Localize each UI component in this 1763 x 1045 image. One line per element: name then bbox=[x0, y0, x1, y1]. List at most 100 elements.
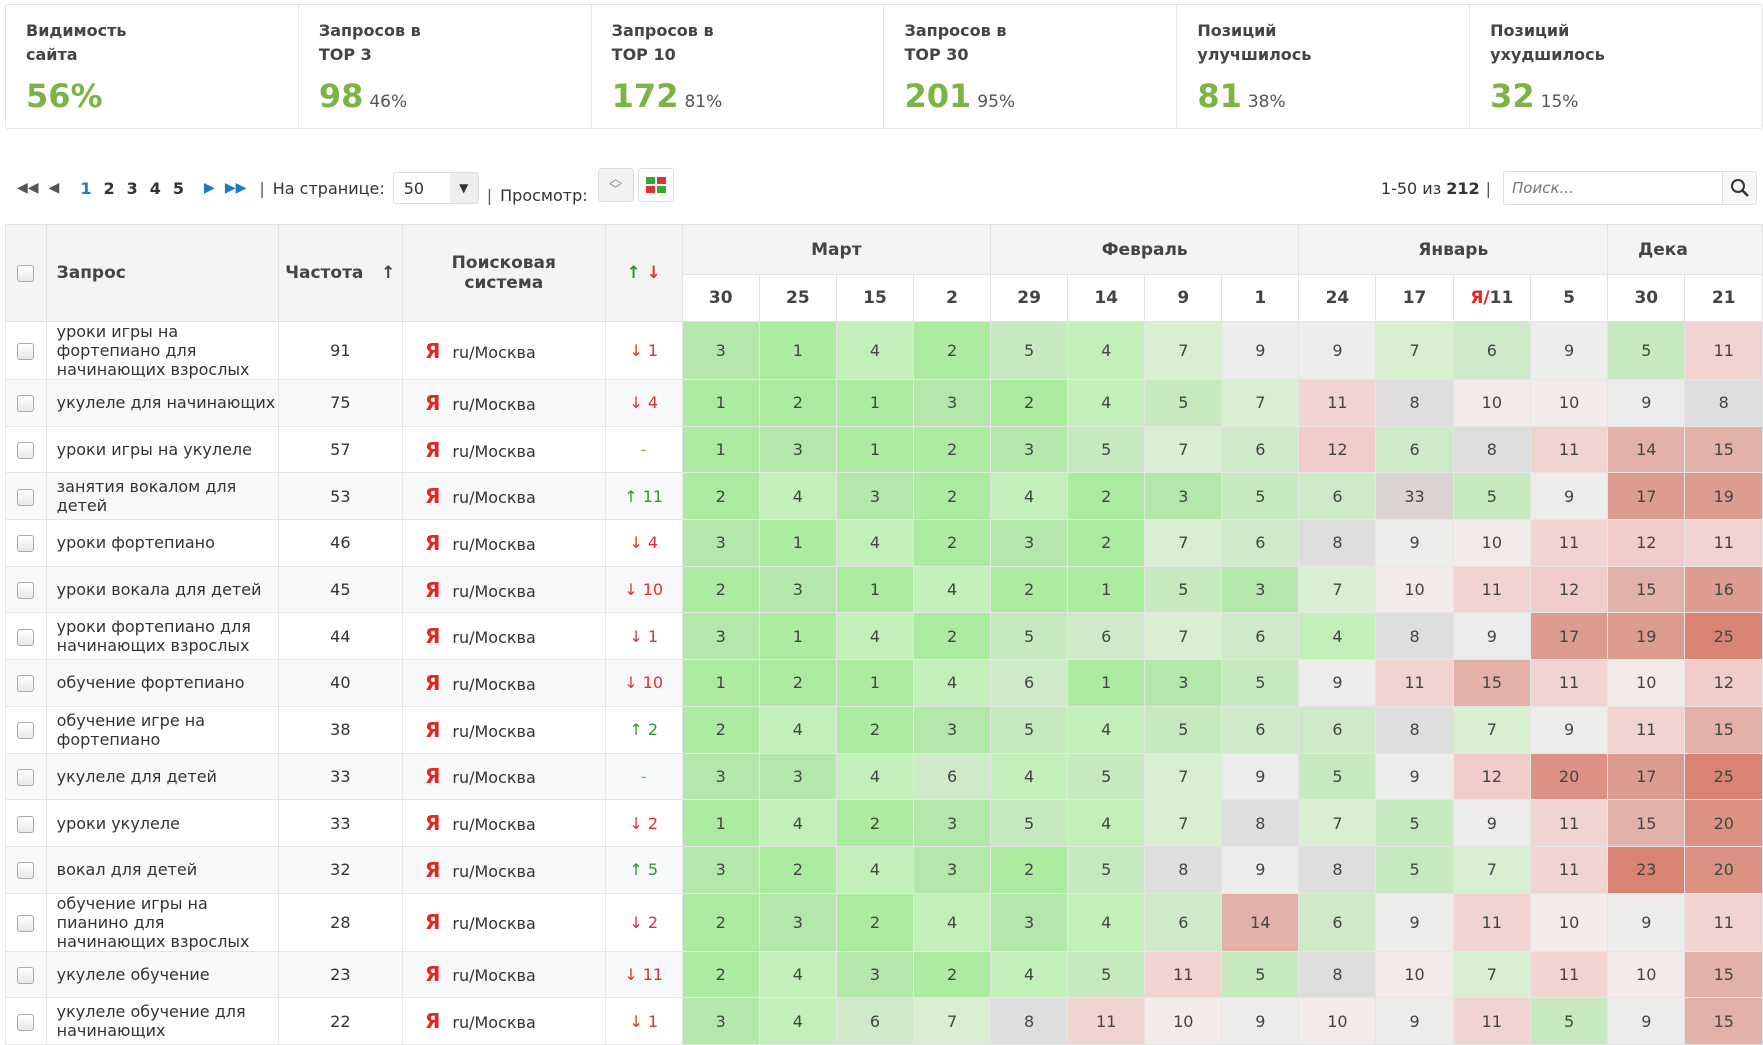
position-cell[interactable]: 11 bbox=[1144, 950, 1223, 999]
position-cell[interactable]: 3 bbox=[681, 845, 760, 894]
position-cell[interactable]: 11 bbox=[1530, 799, 1609, 847]
position-cell[interactable]: 4 bbox=[758, 950, 837, 999]
position-cell[interactable]: 3 bbox=[681, 752, 760, 801]
position-cell[interactable]: 6 bbox=[1221, 705, 1300, 754]
query-cell[interactable]: обучение игре на фортепиано bbox=[45, 705, 279, 754]
row-checkbox[interactable] bbox=[17, 768, 35, 786]
page-link[interactable]: 4 bbox=[149, 178, 161, 198]
date-header[interactable]: 1 bbox=[1221, 274, 1300, 322]
position-cell[interactable]: 4 bbox=[758, 997, 837, 1045]
position-cell[interactable]: 4 bbox=[758, 472, 837, 521]
position-cell[interactable]: 15 bbox=[1452, 659, 1532, 707]
position-cell[interactable]: 19 bbox=[1607, 612, 1686, 661]
engine-header[interactable]: Поисковая система bbox=[401, 224, 606, 322]
last-page-icon[interactable]: ▶▶ bbox=[224, 180, 247, 196]
position-cell[interactable]: 7 bbox=[1144, 799, 1223, 847]
position-cell[interactable]: 1 bbox=[1067, 565, 1146, 614]
position-cell[interactable]: 8 bbox=[1221, 799, 1300, 847]
position-cell[interactable]: 10 bbox=[1607, 950, 1686, 999]
position-cell[interactable]: 5 bbox=[1067, 425, 1146, 474]
position-cell[interactable]: 1 bbox=[835, 379, 915, 427]
date-header[interactable]: 30 bbox=[1607, 274, 1686, 322]
position-cell[interactable]: 3 bbox=[758, 752, 837, 801]
position-cell[interactable]: 7 bbox=[913, 997, 992, 1045]
row-checkbox[interactable] bbox=[17, 343, 35, 360]
position-cell[interactable]: 1 bbox=[758, 321, 837, 380]
position-cell[interactable]: 9 bbox=[1221, 997, 1300, 1045]
position-cell[interactable]: 10 bbox=[1298, 997, 1377, 1045]
position-cell[interactable]: 4 bbox=[913, 659, 992, 707]
position-cell[interactable]: 1 bbox=[835, 565, 915, 614]
position-cell[interactable]: 6 bbox=[1452, 321, 1532, 380]
position-cell[interactable]: 4 bbox=[835, 845, 915, 894]
position-cell[interactable]: 17 bbox=[1530, 612, 1609, 661]
position-cell[interactable]: 11 bbox=[1684, 321, 1763, 380]
position-cell[interactable]: 6 bbox=[1221, 612, 1300, 661]
row-checkbox[interactable] bbox=[17, 914, 35, 932]
position-cell[interactable]: 5 bbox=[1067, 950, 1146, 999]
position-cell[interactable]: 10 bbox=[1607, 659, 1686, 707]
position-cell[interactable]: 10 bbox=[1375, 950, 1454, 999]
position-cell[interactable]: 14 bbox=[1607, 425, 1686, 474]
position-cell[interactable]: 3 bbox=[990, 425, 1069, 474]
position-cell[interactable]: 11 bbox=[1684, 519, 1763, 567]
query-cell[interactable]: уроки фортепиано для начинающих взрослых bbox=[45, 612, 279, 661]
position-cell[interactable]: 1 bbox=[681, 799, 760, 847]
position-cell[interactable]: 5 bbox=[990, 612, 1069, 661]
frequency-header[interactable]: Частота ↑ bbox=[277, 224, 403, 322]
query-cell[interactable]: уроки игры на фортепиано для начинающих … bbox=[45, 321, 279, 380]
next-page-icon[interactable]: ▶ bbox=[204, 180, 215, 196]
position-cell[interactable]: 5 bbox=[1067, 845, 1146, 894]
position-cell[interactable]: 20 bbox=[1684, 799, 1763, 847]
search-icon[interactable] bbox=[1722, 172, 1756, 204]
query-cell[interactable]: уроки игры на укулеле bbox=[45, 425, 279, 474]
position-cell[interactable]: 11 bbox=[1684, 892, 1763, 952]
position-cell[interactable]: 6 bbox=[1221, 519, 1300, 567]
position-cell[interactable]: 11 bbox=[1607, 705, 1686, 754]
position-cell[interactable]: 15 bbox=[1684, 997, 1763, 1045]
change-header[interactable]: ↑ ↓ bbox=[604, 224, 683, 322]
position-cell[interactable]: 3 bbox=[913, 705, 992, 754]
position-cell[interactable]: 9 bbox=[1375, 752, 1454, 801]
position-cell[interactable]: 2 bbox=[913, 425, 992, 474]
position-cell[interactable]: 1 bbox=[835, 425, 915, 474]
position-cell[interactable]: 5 bbox=[1530, 997, 1609, 1045]
position-cell[interactable]: 4 bbox=[835, 612, 915, 661]
position-cell[interactable]: 5 bbox=[1452, 472, 1532, 521]
position-cell[interactable]: 11 bbox=[1375, 659, 1454, 707]
position-cell[interactable]: 1 bbox=[758, 519, 837, 567]
position-cell[interactable]: 2 bbox=[913, 519, 992, 567]
date-header[interactable]: 9 bbox=[1144, 274, 1223, 322]
position-cell[interactable]: 3 bbox=[835, 950, 915, 999]
position-cell[interactable]: 3 bbox=[990, 519, 1069, 567]
position-cell[interactable]: 5 bbox=[1298, 752, 1377, 801]
position-cell[interactable]: 5 bbox=[1375, 845, 1454, 894]
position-cell[interactable]: 12 bbox=[1530, 565, 1609, 614]
date-header-yandex-update[interactable]: Я/11 bbox=[1452, 274, 1532, 322]
position-cell[interactable]: 5 bbox=[1144, 379, 1223, 427]
position-cell[interactable]: 12 bbox=[1452, 752, 1532, 801]
position-cell[interactable]: 8 bbox=[1452, 425, 1532, 474]
position-cell[interactable]: 8 bbox=[1144, 845, 1223, 894]
position-cell[interactable]: 3 bbox=[913, 845, 992, 894]
prev-page-icon[interactable]: ◀ bbox=[48, 180, 60, 196]
position-cell[interactable]: 4 bbox=[913, 565, 992, 614]
position-cell[interactable]: 8 bbox=[1298, 845, 1377, 894]
position-cell[interactable]: 5 bbox=[1375, 799, 1454, 847]
query-cell[interactable]: вокал для детей bbox=[45, 845, 279, 894]
position-cell[interactable]: 15 bbox=[1607, 565, 1686, 614]
position-cell[interactable]: 7 bbox=[1452, 950, 1532, 999]
position-cell[interactable]: 1 bbox=[681, 425, 760, 474]
position-cell[interactable]: 5 bbox=[1144, 705, 1223, 754]
page-link[interactable]: 3 bbox=[126, 178, 138, 198]
position-cell[interactable]: 17 bbox=[1607, 472, 1686, 521]
position-cell[interactable]: 8 bbox=[1298, 950, 1377, 999]
position-cell[interactable]: 3 bbox=[913, 799, 992, 847]
position-cell[interactable]: 2 bbox=[913, 321, 992, 380]
position-cell[interactable]: 14 bbox=[1221, 892, 1300, 952]
query-cell[interactable]: уроки фортепиано bbox=[45, 519, 279, 567]
position-cell[interactable]: 10 bbox=[1530, 379, 1609, 427]
position-cell[interactable]: 5 bbox=[1144, 565, 1223, 614]
position-cell[interactable]: 25 bbox=[1684, 752, 1763, 801]
position-cell[interactable]: 5 bbox=[990, 799, 1069, 847]
